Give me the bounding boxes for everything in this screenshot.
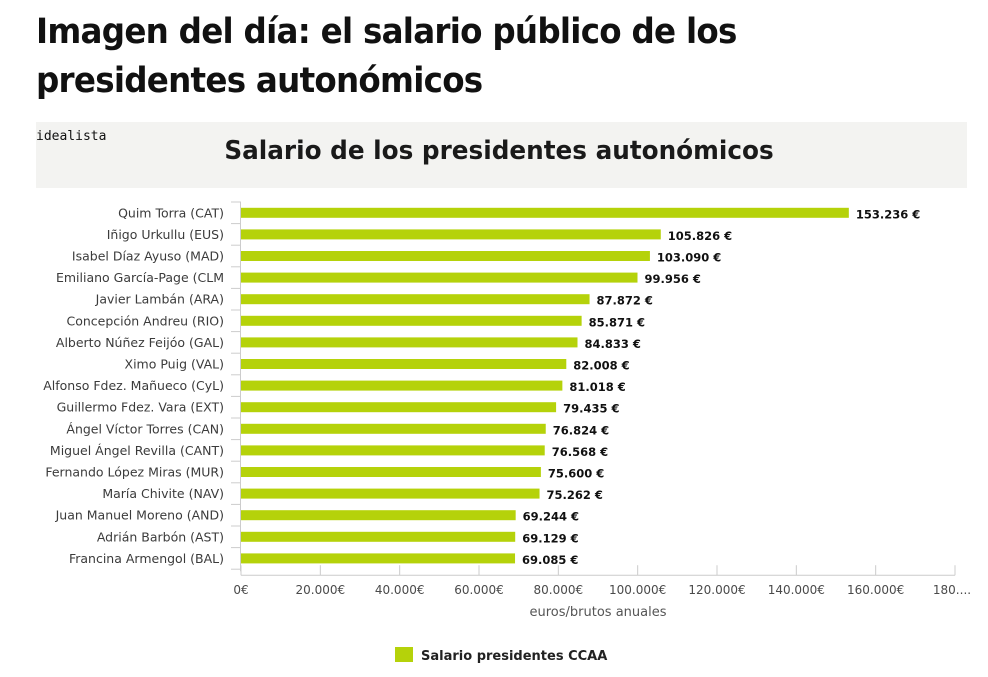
legend-label[interactable]: Salario presidentes CCAA [421,649,607,664]
x-tick-label: 120.000€ [688,583,745,597]
bar[interactable] [241,553,516,564]
x-tick-label: 140.000€ [768,583,825,597]
bar[interactable] [241,488,540,499]
data-label: 82.008 € [573,359,629,373]
bar[interactable] [241,359,567,369]
x-tick-label: 160.000€ [847,583,904,597]
data-label: 76.824 € [553,423,609,437]
category-label: Guillermo Fdez. Vara (EXT) [57,400,224,415]
bar[interactable] [241,207,849,218]
x-axis-title: euros/brutos anuales [530,605,667,620]
legend[interactable]: Salario presidentes CCAA [395,647,607,664]
x-tick-label: 80.000€ [534,583,584,597]
data-label: 79.435 € [563,402,619,416]
labels-layer: Quim Torra (CAT) 153.236 € Iñigo Urkullu (… [43,205,920,567]
bar[interactable] [241,402,557,413]
bar[interactable] [241,380,563,391]
article-headline: Imagen del día: el salario público de lo… [36,12,737,101]
category-label: Juan Manuel Moreno (AND) [55,508,224,523]
category-label: María Chivite (NAV) [102,486,224,501]
x-tick-label: 100.000€ [609,583,666,597]
data-label: 103.090 € [657,251,721,265]
category-label: Fernando López Miras (MUR) [45,465,224,480]
x-tick-label: 0€ [233,583,248,597]
x-tick-label: 20.000€ [296,583,346,597]
data-label: 153.236 € [856,207,920,221]
bar[interactable] [241,272,638,283]
data-label: 75.600 € [548,467,604,481]
category-label: Isabel Díaz Ayuso (MAD) [72,249,224,264]
chart-title: Salario de los presidentes autonómicos [224,136,774,166]
bar[interactable] [241,510,516,521]
data-label: 87.872 € [597,294,653,308]
x-tick-label: 40.000€ [375,583,425,597]
bar[interactable] [241,315,582,326]
category-label: Miguel Ángel Revilla (CANT) [50,443,224,458]
data-label: 76.568 € [552,445,608,459]
bar[interactable] [241,445,545,456]
data-label: 99.956 € [644,272,700,286]
category-label: Iñigo Urkullu (EUS) [107,227,224,242]
bar[interactable] [241,467,541,477]
category-label: Francina Armengol (BAL) [69,551,224,566]
bar[interactable] [241,251,650,261]
bar[interactable] [241,531,516,542]
x-tick-label: 180.... [933,583,971,597]
category-label: Ximo Puig (VAL) [125,357,224,372]
bar[interactable] [241,229,661,240]
bar[interactable] [241,337,578,348]
category-label: Alberto Núñez Feijóo (GAL) [56,335,224,350]
category-label: Concepción Andreu (RIO) [66,313,224,328]
data-label: 69.129 € [522,531,578,545]
category-label: Adrián Barbón (AST) [97,529,224,544]
chart-header-panel [36,122,967,188]
data-label: 85.871 € [589,315,645,329]
data-label: 75.262 € [547,488,603,502]
data-label: 84.833 € [585,337,641,351]
data-label: 81.018 € [569,380,625,394]
data-label: 105.826 € [668,229,732,243]
category-label: Ángel Víctor Torres (CAN) [66,421,224,436]
category-label: Alfonso Fdez. Mañueco (CyL) [43,378,224,393]
legend-swatch[interactable] [395,647,413,662]
bar[interactable] [241,423,546,434]
bars-layer [241,207,849,564]
data-label: 69.085 € [522,553,578,567]
category-label: Quim Torra (CAT) [118,205,224,220]
category-label: Emiliano García-Page (CLM [56,270,224,285]
brand-label: idealista [36,129,107,144]
data-label: 69.244 € [523,510,579,524]
x-tick-label: 60.000€ [454,583,504,597]
category-label: Javier Lambán (ARA) [95,292,224,307]
axis-layer: 0€ 20.000€ 40.000€ 60.000€ 80.000€ 100.000€ 12… [231,201,971,597]
bar[interactable] [241,294,590,305]
